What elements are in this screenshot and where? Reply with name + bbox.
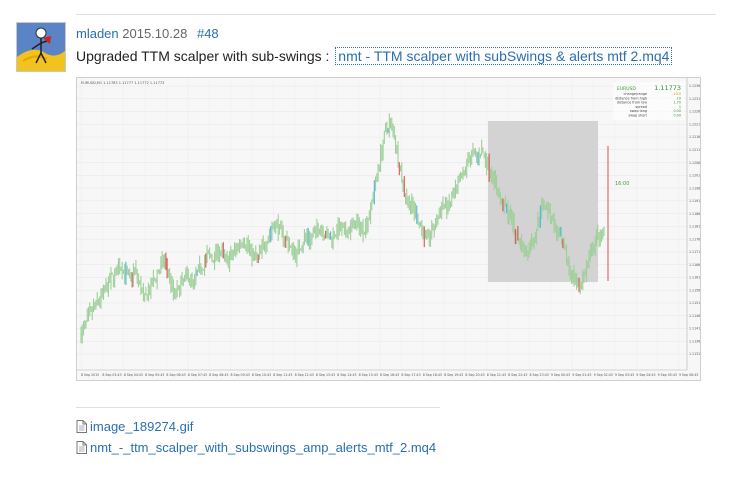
y-tick-label: 1.11760 <box>689 237 700 241</box>
post-meta: mladen 2015.10.28 #48 <box>76 26 219 42</box>
avatar-image <box>17 23 65 71</box>
x-tick-label: 8 Sep 15:43 <box>359 373 378 377</box>
x-tick-label: 9 Sep 03:43 <box>615 373 634 377</box>
x-tick-label: 8 Sep 23:43 <box>530 373 549 377</box>
y-tick-label: 1.11810 <box>689 225 700 229</box>
info-value: 0.00 <box>673 114 681 118</box>
candles <box>80 113 605 344</box>
info-label: distance from low <box>617 101 647 105</box>
y-tick-label: 1.11960 <box>689 186 700 190</box>
y-tick-label: 1.11460 <box>689 314 700 318</box>
info-label: spread <box>635 105 647 109</box>
x-tick-label: 8 Sep 08:43 <box>209 373 228 377</box>
y-tick-label: 1.12310 <box>689 97 700 101</box>
info-value: 1 <box>679 105 681 109</box>
x-tick-label: 9 Sep 06:43 <box>679 373 698 377</box>
x-axis: 8 Sep 2015 8 Sep 03:43 8 Sep 04:43 8 Sep 05… <box>81 373 698 377</box>
x-tick-label: 8 Sep 05:43 <box>145 373 164 377</box>
y-tick-label: 1.12260 <box>689 110 700 114</box>
x-tick-label: 8 Sep 11:43 <box>273 373 292 377</box>
y-tick-label: 1.11710 <box>689 250 700 254</box>
attachment-link-mq4[interactable]: nmt_-_ttm_scalper_with_subswings_amp_ale… <box>90 440 437 455</box>
x-tick-label: 8 Sep 07:43 <box>188 373 207 377</box>
x-tick-label: 9 Sep 00:43 <box>551 373 570 377</box>
x-tick-label: 9 Sep 04:43 <box>636 373 655 377</box>
info-label: swap long <box>630 109 647 113</box>
y-tick-label: 1.11510 <box>689 301 700 305</box>
y-tick-label: 1.12160 <box>689 135 700 139</box>
y-tick-label: 1.11560 <box>689 288 700 292</box>
y-tick-label: 1.11410 <box>689 327 700 331</box>
post-date: 2015.10.28 <box>122 26 188 41</box>
y-tick-label: 1.11910 <box>689 199 700 203</box>
x-tick-label: 8 Sep 03:43 <box>102 373 121 377</box>
x-tick-label: 8 Sep 16:43 <box>380 373 399 377</box>
file-icon <box>76 420 87 433</box>
x-tick-label: 8 Sep 14:43 <box>337 373 356 377</box>
y-tick-label: 1.11360 <box>689 339 700 343</box>
attachment-item-image[interactable]: image_189274.gif <box>76 419 193 435</box>
x-tick-label: 8 Sep 09:43 <box>231 373 250 377</box>
y-tick-label: 1.12010 <box>689 174 700 178</box>
x-tick-label: 8 Sep 21:43 <box>487 373 506 377</box>
x-tick-label: 8 Sep 19:43 <box>444 373 463 377</box>
info-value: 0.00 <box>673 109 681 113</box>
symbol-header: EURUSD,M1 1.11783 1.11777 1.11772 1.1177… <box>81 81 164 85</box>
info-value: 1.70 <box>673 101 681 105</box>
info-value: -10.0 <box>672 92 681 96</box>
x-tick-label: 8 Sep 06:43 <box>166 373 185 377</box>
post-body: Upgraded TTM scalper with sub-swings : n… <box>76 47 673 65</box>
bid-price: 1.11773 <box>654 84 681 92</box>
y-tick-label: 1.12060 <box>689 161 700 165</box>
info-value: 10 <box>677 96 681 100</box>
top-divider <box>76 14 716 15</box>
info-symbol: EURUSD <box>617 86 636 92</box>
timer-label: 16:00 <box>615 181 629 187</box>
y-tick-label: 1.11860 <box>689 212 700 216</box>
x-tick-label: 8 Sep 12:43 <box>295 373 314 377</box>
author-link[interactable]: mladen <box>76 26 119 41</box>
info-label: distance from high <box>615 96 647 100</box>
post-number-link[interactable]: #48 <box>196 26 219 41</box>
y-tick-label: 1.12360 <box>689 84 700 88</box>
x-tick-label: 8 Sep 04:43 <box>124 373 143 377</box>
y-tick-label: 1.11610 <box>689 276 700 280</box>
y-tick-label: 1.12210 <box>689 122 700 126</box>
avatar[interactable] <box>16 22 66 72</box>
chart-image[interactable]: 16:00 EURUSD,M1 1.11783 1.11777 1.11772 … <box>76 77 701 381</box>
x-tick-label: 8 Sep 20:43 <box>465 373 484 377</box>
attachment-link-image[interactable]: image_189274.gif <box>90 419 194 434</box>
x-tick-label: 8 Sep 18:43 <box>423 373 442 377</box>
price-chart: 16:00 EURUSD,M1 1.11783 1.11777 1.11772 … <box>77 78 700 380</box>
x-tick-label: 8 Sep 13:43 <box>316 373 335 377</box>
file-icon <box>76 441 87 454</box>
post-text: Upgraded TTM scalper with sub-swings : <box>76 48 330 64</box>
attachment-item-mq4[interactable]: nmt_-_ttm_scalper_with_subswings_amp_ale… <box>76 440 436 456</box>
attachment-link[interactable]: nmt - TTM scalper with subSwings & alert… <box>335 47 673 65</box>
y-tick-label: 1.11660 <box>689 263 700 267</box>
x-tick-label: 8 Sep 22:43 <box>508 373 527 377</box>
x-tick-label: 9 Sep 02:43 <box>594 373 613 377</box>
x-tick-label: 8 Sep 17:43 <box>401 373 420 377</box>
info-label: swap short <box>628 114 647 118</box>
info-panel: EURUSD 1.11773 change/range -10.0 distance… <box>613 82 685 120</box>
x-tick-label: 8 Sep 10:43 <box>252 373 271 377</box>
x-tick-label: 9 Sep 01:43 <box>572 373 591 377</box>
x-tick-label: 8 Sep 2015 <box>81 373 99 377</box>
info-label: change/range <box>624 92 647 96</box>
attachments-divider <box>76 407 440 408</box>
x-tick-label: 9 Sep 05:43 <box>658 373 677 377</box>
y-tick-label: 1.11310 <box>689 352 700 356</box>
y-tick-label: 1.12110 <box>689 148 700 152</box>
y-axis: 1.12360 1.12310 1.12260 1.12210 1.12160 1.121… <box>689 84 700 356</box>
